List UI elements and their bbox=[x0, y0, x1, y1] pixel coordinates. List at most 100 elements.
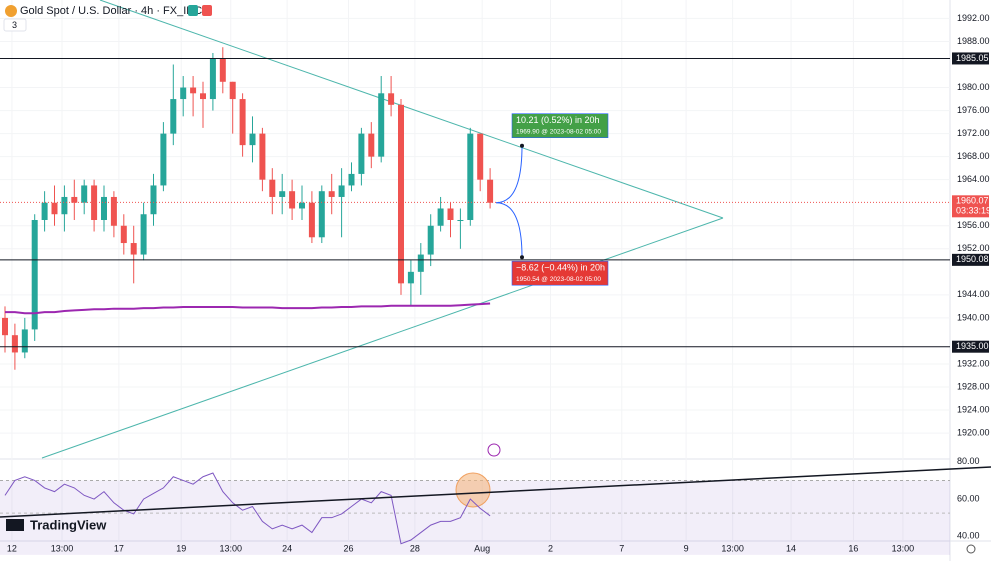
rsi-tick-label: 60.00 bbox=[957, 493, 980, 503]
projection-end bbox=[520, 143, 524, 148]
projection-detail: 1969.90 @ 2023-08-02 05:00 bbox=[516, 128, 601, 135]
settings-icon[interactable] bbox=[966, 544, 976, 554]
y-tick-label: 1932.00 bbox=[957, 358, 990, 368]
candle-body bbox=[160, 133, 167, 186]
sell-button[interactable] bbox=[202, 5, 212, 16]
candle-body bbox=[427, 225, 434, 255]
projection-text: −8.62 (−0.44%) in 20h bbox=[516, 263, 605, 273]
level-label: 1935.00 bbox=[956, 341, 989, 351]
candle-body bbox=[477, 133, 484, 180]
candle-body bbox=[308, 202, 315, 238]
x-tick-label: 14 bbox=[786, 543, 796, 553]
x-tick-label: 12 bbox=[7, 543, 17, 553]
candle-body bbox=[358, 133, 365, 174]
x-tick-label: 28 bbox=[410, 543, 420, 553]
candle-body bbox=[467, 133, 474, 220]
x-tick-label: 13:00 bbox=[51, 543, 74, 553]
rsi-line bbox=[4, 472, 491, 545]
rsi-trendline bbox=[0, 466, 991, 518]
candle-body bbox=[299, 202, 305, 209]
candle-body bbox=[180, 87, 187, 100]
x-tick-label: 13:00 bbox=[892, 543, 915, 553]
y-tick-label: 1992.00 bbox=[957, 13, 990, 23]
projection-detail: 1950.54 @ 2023-08-02 05:00 bbox=[516, 276, 601, 283]
rsi-tick-label: 40.00 bbox=[957, 531, 980, 541]
candle-body bbox=[21, 329, 28, 353]
projection-text: 10.21 (0.52%) in 20h bbox=[516, 115, 600, 125]
candle-body bbox=[348, 173, 355, 186]
indicator-count: 3 bbox=[12, 20, 17, 30]
moving-average bbox=[5, 302, 491, 315]
level-label-box bbox=[952, 253, 989, 266]
y-tick-label: 1952.00 bbox=[957, 243, 990, 253]
candle-body bbox=[328, 191, 335, 197]
y-tick-label: 1956.00 bbox=[957, 220, 990, 230]
rsi-tick-label: 80.00 bbox=[957, 456, 980, 466]
candle-body bbox=[71, 196, 78, 203]
y-tick-label: 1928.00 bbox=[957, 381, 990, 391]
candle-body bbox=[170, 99, 177, 134]
candle-body bbox=[150, 185, 157, 215]
projection-arrow bbox=[496, 145, 523, 204]
x-tick-label: 13:00 bbox=[219, 543, 242, 553]
candle-body bbox=[487, 179, 494, 203]
y-tick-label: 1944.00 bbox=[957, 289, 990, 299]
candle-body bbox=[2, 317, 8, 336]
candle-body bbox=[130, 243, 137, 255]
last-price-label: 1960.07 bbox=[956, 196, 989, 206]
x-tick-label: 7 bbox=[619, 543, 624, 553]
candle-body bbox=[200, 93, 206, 100]
level-label: 1950.08 bbox=[956, 254, 989, 264]
candle-body bbox=[120, 225, 127, 244]
candle-body bbox=[229, 81, 236, 100]
x-tick-label: 19 bbox=[176, 543, 186, 553]
candle-body bbox=[388, 93, 395, 105]
candle-body bbox=[378, 93, 385, 157]
candle-body bbox=[457, 219, 464, 221]
projection-arrow bbox=[496, 202, 523, 258]
candle-body bbox=[447, 208, 454, 220]
candle-body bbox=[41, 202, 48, 220]
y-tick-label: 1972.00 bbox=[957, 128, 990, 138]
projection-box bbox=[511, 113, 609, 139]
candle-body bbox=[11, 335, 18, 353]
y-tick-label: 1980.00 bbox=[957, 82, 990, 92]
candle-body bbox=[101, 196, 107, 220]
level-label-box bbox=[952, 52, 989, 65]
x-tick-label: 9 bbox=[684, 543, 689, 553]
y-tick-label: 1964.00 bbox=[957, 174, 990, 184]
y-tick-label: 1940.00 bbox=[957, 312, 990, 322]
y-tick-label: 1968.00 bbox=[957, 151, 990, 161]
candle-body bbox=[289, 191, 296, 209]
logo-mark bbox=[6, 519, 24, 531]
x-tick-label: 16 bbox=[848, 543, 858, 553]
x-tick-label: 24 bbox=[282, 543, 292, 553]
candle-body bbox=[140, 214, 147, 255]
candle-body bbox=[81, 185, 88, 203]
countdown: 03:33:19 bbox=[956, 206, 991, 216]
candle-body bbox=[437, 208, 444, 226]
x-tick-label: 26 bbox=[344, 543, 354, 553]
projection-end bbox=[520, 255, 524, 260]
buy-button[interactable] bbox=[188, 5, 198, 16]
symbol-icon bbox=[5, 5, 17, 17]
y-tick-label: 1920.00 bbox=[957, 427, 990, 437]
x-tick-label: 17 bbox=[114, 543, 124, 553]
candle-body bbox=[338, 185, 345, 197]
triangle-lower bbox=[41, 217, 724, 459]
highlight bbox=[455, 472, 491, 508]
projection-box bbox=[511, 260, 609, 286]
candle-body bbox=[219, 58, 226, 82]
candle-body bbox=[398, 104, 404, 284]
indicator-toggle[interactable] bbox=[3, 18, 27, 32]
x-tick-label: 13:00 bbox=[721, 543, 744, 553]
candle-body bbox=[407, 271, 414, 284]
candle-body bbox=[31, 219, 38, 330]
candle-body bbox=[110, 196, 117, 226]
flash-icon[interactable] bbox=[487, 443, 501, 457]
candle-body bbox=[209, 58, 216, 100]
candle-body bbox=[249, 133, 256, 146]
title: Gold Spot / U.S. Dollar · 4h · FX_IDC bbox=[20, 5, 202, 17]
